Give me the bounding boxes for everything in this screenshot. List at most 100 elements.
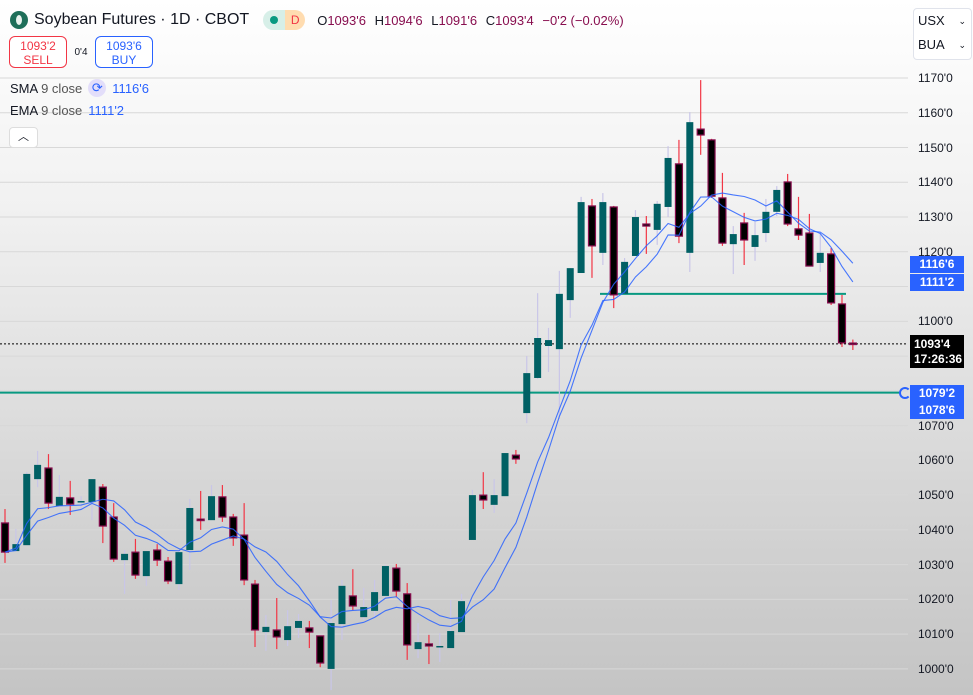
candle xyxy=(447,600,455,649)
symbol-title[interactable]: Soybean Futures · 1D · CBOT xyxy=(34,11,250,28)
delayed-badge: D xyxy=(285,10,306,30)
line-price-label-2: 1078'6 xyxy=(910,402,964,419)
candle-body xyxy=(816,252,824,263)
candle xyxy=(718,172,727,246)
candle-body xyxy=(403,593,412,646)
candle xyxy=(121,550,129,594)
candle xyxy=(511,449,520,464)
candle xyxy=(805,213,814,267)
buy-price: 1093'6 xyxy=(106,39,142,53)
candle-body xyxy=(523,373,531,414)
spread: 0'4 xyxy=(74,46,88,58)
refresh-icon[interactable]: ⟳ xyxy=(88,79,107,97)
candle xyxy=(696,80,705,155)
collapse-indicators-button[interactable]: ︿ xyxy=(9,127,38,148)
candle-body xyxy=(490,495,498,505)
candle-body xyxy=(196,518,205,522)
line-handle-icon[interactable] xyxy=(899,387,911,399)
candle xyxy=(88,479,96,521)
sma-price-label: 1116'6 xyxy=(910,256,964,273)
candle-body xyxy=(577,202,585,274)
market-status-badge[interactable]: D xyxy=(263,10,306,30)
candle xyxy=(371,579,379,619)
y-tick-label: 1030'0 xyxy=(918,557,954,572)
candle-body xyxy=(327,623,335,669)
candle-body xyxy=(284,626,292,641)
candle-body xyxy=(142,551,150,577)
candle xyxy=(360,587,368,620)
candle xyxy=(707,138,716,198)
candle xyxy=(653,201,661,245)
y-tick-label: 1070'0 xyxy=(918,418,954,433)
unit-selector[interactable]: USX ⌄ BUA ⌄ xyxy=(913,8,972,60)
candle xyxy=(0,509,10,563)
candle xyxy=(490,479,498,513)
candle-body xyxy=(609,206,618,296)
indicator-sma[interactable]: SMA 9 close ⟳ 1116'6 xyxy=(10,79,149,97)
horizontal-lines[interactable] xyxy=(0,292,908,394)
candle-body xyxy=(511,454,520,460)
candle xyxy=(436,633,444,662)
candle-body xyxy=(414,642,422,650)
candle-body xyxy=(208,496,216,521)
candle xyxy=(338,579,346,641)
candle xyxy=(196,490,205,530)
candle xyxy=(751,221,759,261)
candle xyxy=(599,193,607,266)
candle xyxy=(305,620,314,649)
candle xyxy=(609,205,618,309)
candle-body xyxy=(66,497,75,505)
y-tick-label: 1120'0 xyxy=(918,244,953,259)
candle-body xyxy=(631,217,639,256)
buy-button[interactable]: 1093'6 BUY xyxy=(95,36,153,68)
candle xyxy=(44,454,53,510)
candle xyxy=(163,556,173,585)
close-value: 1093'4 xyxy=(495,12,534,28)
candle-body xyxy=(479,494,488,501)
y-tick-label: 1150'0 xyxy=(918,140,953,155)
change-value: −0'2 (−0.02%) xyxy=(542,12,624,28)
candle xyxy=(534,293,542,380)
candle xyxy=(816,233,824,272)
candle-body xyxy=(837,303,847,344)
candle xyxy=(186,498,194,570)
y-tick-label: 1140'0 xyxy=(918,175,953,190)
candle xyxy=(34,450,42,488)
candle-body xyxy=(240,534,249,581)
candle-body xyxy=(599,202,607,253)
candle xyxy=(577,196,585,274)
y-tick-label: 1160'0 xyxy=(918,105,953,120)
candle xyxy=(66,480,75,515)
candle xyxy=(686,112,694,272)
candle xyxy=(23,472,31,546)
candle-body xyxy=(587,205,597,247)
candle xyxy=(642,215,651,254)
candle-body xyxy=(163,560,173,582)
indicator-ema[interactable]: EMA 9 close 1111'2 xyxy=(10,103,124,118)
indicator-name: EMA xyxy=(10,103,38,118)
candle xyxy=(381,564,389,596)
unit-select[interactable]: BUA ⌄ xyxy=(914,33,971,57)
currency-value: USX xyxy=(918,13,945,28)
y-tick-label: 1010'0 xyxy=(918,627,954,642)
candle-body xyxy=(305,627,314,633)
candle-body xyxy=(88,479,96,503)
candle xyxy=(77,496,85,511)
candle-body xyxy=(294,620,302,628)
sell-button[interactable]: 1093'2 SELL xyxy=(9,36,67,68)
market-open-dot-icon xyxy=(263,10,286,30)
candle xyxy=(621,258,629,294)
candle xyxy=(262,615,270,651)
buy-label: BUY xyxy=(111,53,137,67)
candle-body xyxy=(153,549,162,561)
line-price-label-1: 1079'2 xyxy=(910,385,964,402)
candle-body xyxy=(186,507,194,551)
candle xyxy=(468,489,476,540)
currency-select[interactable]: USX ⌄ xyxy=(914,9,971,33)
indicator-value: 1111'2 xyxy=(88,103,125,118)
indicator-value: 1116'6 xyxy=(112,80,149,96)
sell-price: 1093'2 xyxy=(20,39,56,53)
chevron-up-icon: ︿ xyxy=(18,131,29,143)
candle-body xyxy=(348,595,357,607)
